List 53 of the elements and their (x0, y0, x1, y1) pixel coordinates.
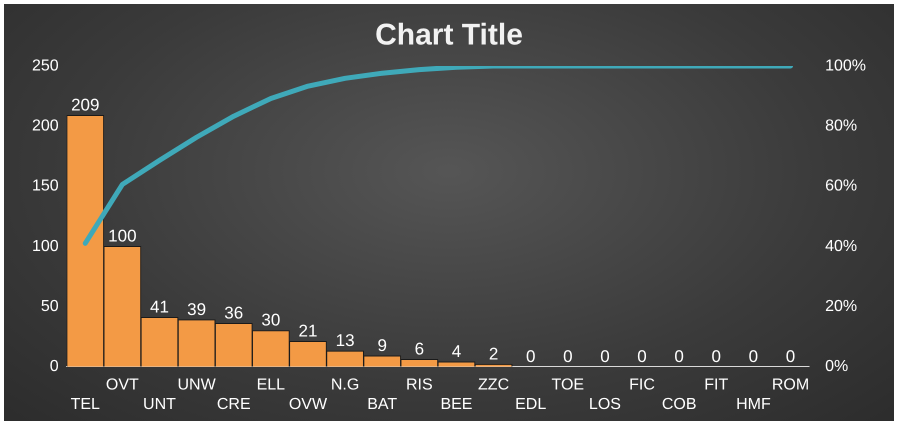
data-label: 13 (336, 331, 355, 350)
data-label: 0 (712, 346, 722, 366)
y-tick-label: 0 (50, 358, 59, 376)
x-tick-label: HMF (736, 396, 771, 413)
data-label: 30 (261, 310, 280, 330)
data-label: 4 (452, 342, 462, 361)
data-label: 39 (187, 300, 206, 319)
data-label: 6 (414, 340, 424, 359)
y-tick-label: 50 (40, 298, 59, 315)
data-label: 0 (526, 346, 536, 366)
y2-tick-label: 40% (825, 238, 858, 255)
x-tick-label: BAT (367, 396, 398, 413)
y2-tick-label: 20% (825, 298, 858, 315)
y-tick-label: 150 (32, 178, 59, 195)
data-label: 41 (150, 297, 169, 316)
data-label: 0 (600, 346, 610, 366)
data-label: 100 (108, 226, 137, 246)
data-label: 36 (224, 304, 244, 322)
x-tick-label: COB (662, 396, 696, 413)
y2-tick-label: 60% (825, 178, 858, 195)
x-tick-label: FIT (704, 376, 728, 394)
x-tick-label: FIC (629, 376, 655, 394)
x-tick-label: CRE (216, 396, 251, 413)
data-label: 2 (488, 344, 498, 364)
y-tick-label: 250 (32, 57, 59, 74)
x-tick-label: UNT (143, 396, 176, 413)
data-label: 0 (563, 346, 573, 366)
x-tick-label: UNW (178, 376, 217, 394)
x-tick-label: OVW (288, 396, 328, 413)
x-tick-label: ELL (256, 376, 286, 394)
data-label: 9 (377, 336, 387, 355)
y-tick-label: 100 (32, 238, 59, 255)
x-tick-label: RIS (406, 376, 433, 394)
chart-title: Chart Title (375, 18, 523, 52)
y2-tick-label: 100% (825, 57, 866, 74)
x-tick-label: ZZC (478, 376, 510, 394)
data-label: 0 (674, 346, 684, 366)
x-tick-label: ROM (772, 376, 810, 394)
data-label: 21 (298, 322, 318, 341)
x-tick-label: LOS (588, 396, 621, 413)
x-tick-label: TOE (552, 376, 584, 394)
x-tick-label: OVT (106, 376, 140, 394)
y-tick-label: 200 (32, 118, 59, 135)
data-label: 0 (786, 346, 796, 366)
data-label: 0 (637, 346, 647, 366)
y2-tick-label: 0% (825, 358, 848, 376)
x-tick-label: BEE (440, 396, 472, 413)
data-label: 209 (71, 95, 100, 114)
y2-tick-label: 80% (825, 118, 858, 135)
data-label: 0 (748, 346, 758, 366)
x-tick-label: EDL (515, 396, 546, 413)
x-tick-label: N.G (330, 376, 360, 394)
x-tick-label: TEL (70, 396, 100, 413)
